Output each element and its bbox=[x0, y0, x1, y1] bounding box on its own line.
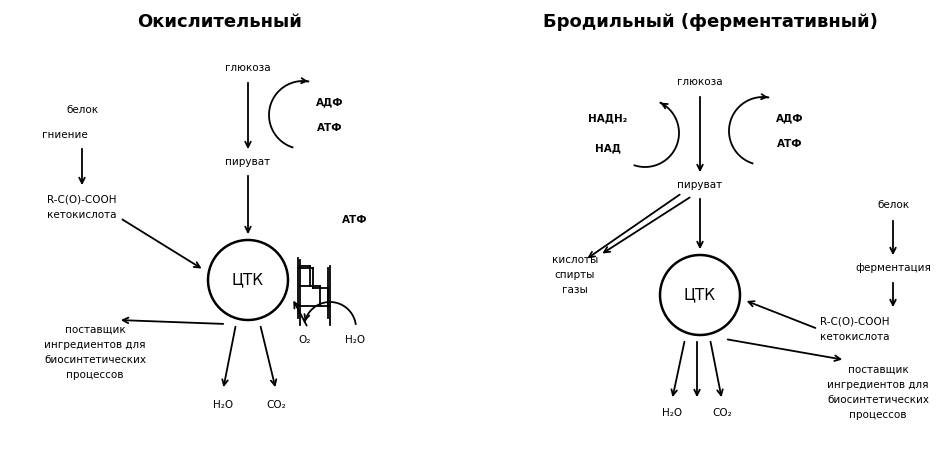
Text: R-C(O)-COOH: R-C(O)-COOH bbox=[47, 195, 117, 205]
Text: ЦТК: ЦТК bbox=[232, 273, 264, 288]
Text: белок: белок bbox=[65, 105, 98, 115]
Text: ингредиентов для: ингредиентов для bbox=[828, 380, 929, 390]
Text: АТФ: АТФ bbox=[317, 123, 343, 133]
Text: АДФ: АДФ bbox=[316, 97, 344, 107]
Text: гниение: гниение bbox=[42, 130, 88, 140]
Text: спирты: спирты bbox=[555, 270, 595, 280]
Text: пируват: пируват bbox=[226, 157, 270, 167]
Text: биосинтетических: биосинтетических bbox=[827, 395, 929, 405]
Text: поставщик: поставщик bbox=[65, 325, 125, 335]
Text: CO₂: CO₂ bbox=[266, 400, 286, 410]
Text: процессов: процессов bbox=[66, 370, 123, 380]
Text: ферментация: ферментация bbox=[855, 263, 931, 273]
Text: НАДН₂: НАДН₂ bbox=[588, 113, 627, 123]
Text: H₂O: H₂O bbox=[662, 408, 682, 418]
Text: кетокислота: кетокислота bbox=[820, 332, 890, 342]
Text: O₂: O₂ bbox=[299, 335, 311, 345]
Text: Окислительный: Окислительный bbox=[138, 13, 303, 31]
Text: АДФ: АДФ bbox=[776, 113, 804, 123]
Text: АТФ: АТФ bbox=[777, 139, 803, 149]
Text: Бродильный (ферментативный): Бродильный (ферментативный) bbox=[543, 13, 878, 31]
Text: кетокислота: кетокислота bbox=[47, 210, 117, 220]
Text: НАД: НАД bbox=[595, 143, 621, 153]
Text: H₂O: H₂O bbox=[213, 400, 233, 410]
Text: АТФ: АТФ bbox=[343, 215, 368, 225]
Text: кислоты: кислоты bbox=[552, 255, 598, 265]
Text: пируват: пируват bbox=[678, 180, 722, 190]
Text: H₂O: H₂O bbox=[344, 335, 365, 345]
Text: белок: белок bbox=[877, 200, 909, 210]
Text: ЦТК: ЦТК bbox=[684, 288, 716, 303]
Text: биосинтетических: биосинтетических bbox=[44, 355, 146, 365]
Text: R-C(O)-COOH: R-C(O)-COOH bbox=[820, 317, 890, 327]
Text: ингредиентов для: ингредиентов для bbox=[45, 340, 146, 350]
Text: глюкоза: глюкоза bbox=[225, 63, 270, 73]
Text: поставщик: поставщик bbox=[847, 365, 908, 375]
Text: газы: газы bbox=[562, 285, 587, 295]
Text: CO₂: CO₂ bbox=[712, 408, 732, 418]
Text: глюкоза: глюкоза bbox=[678, 77, 723, 87]
Text: процессов: процессов bbox=[849, 410, 906, 420]
